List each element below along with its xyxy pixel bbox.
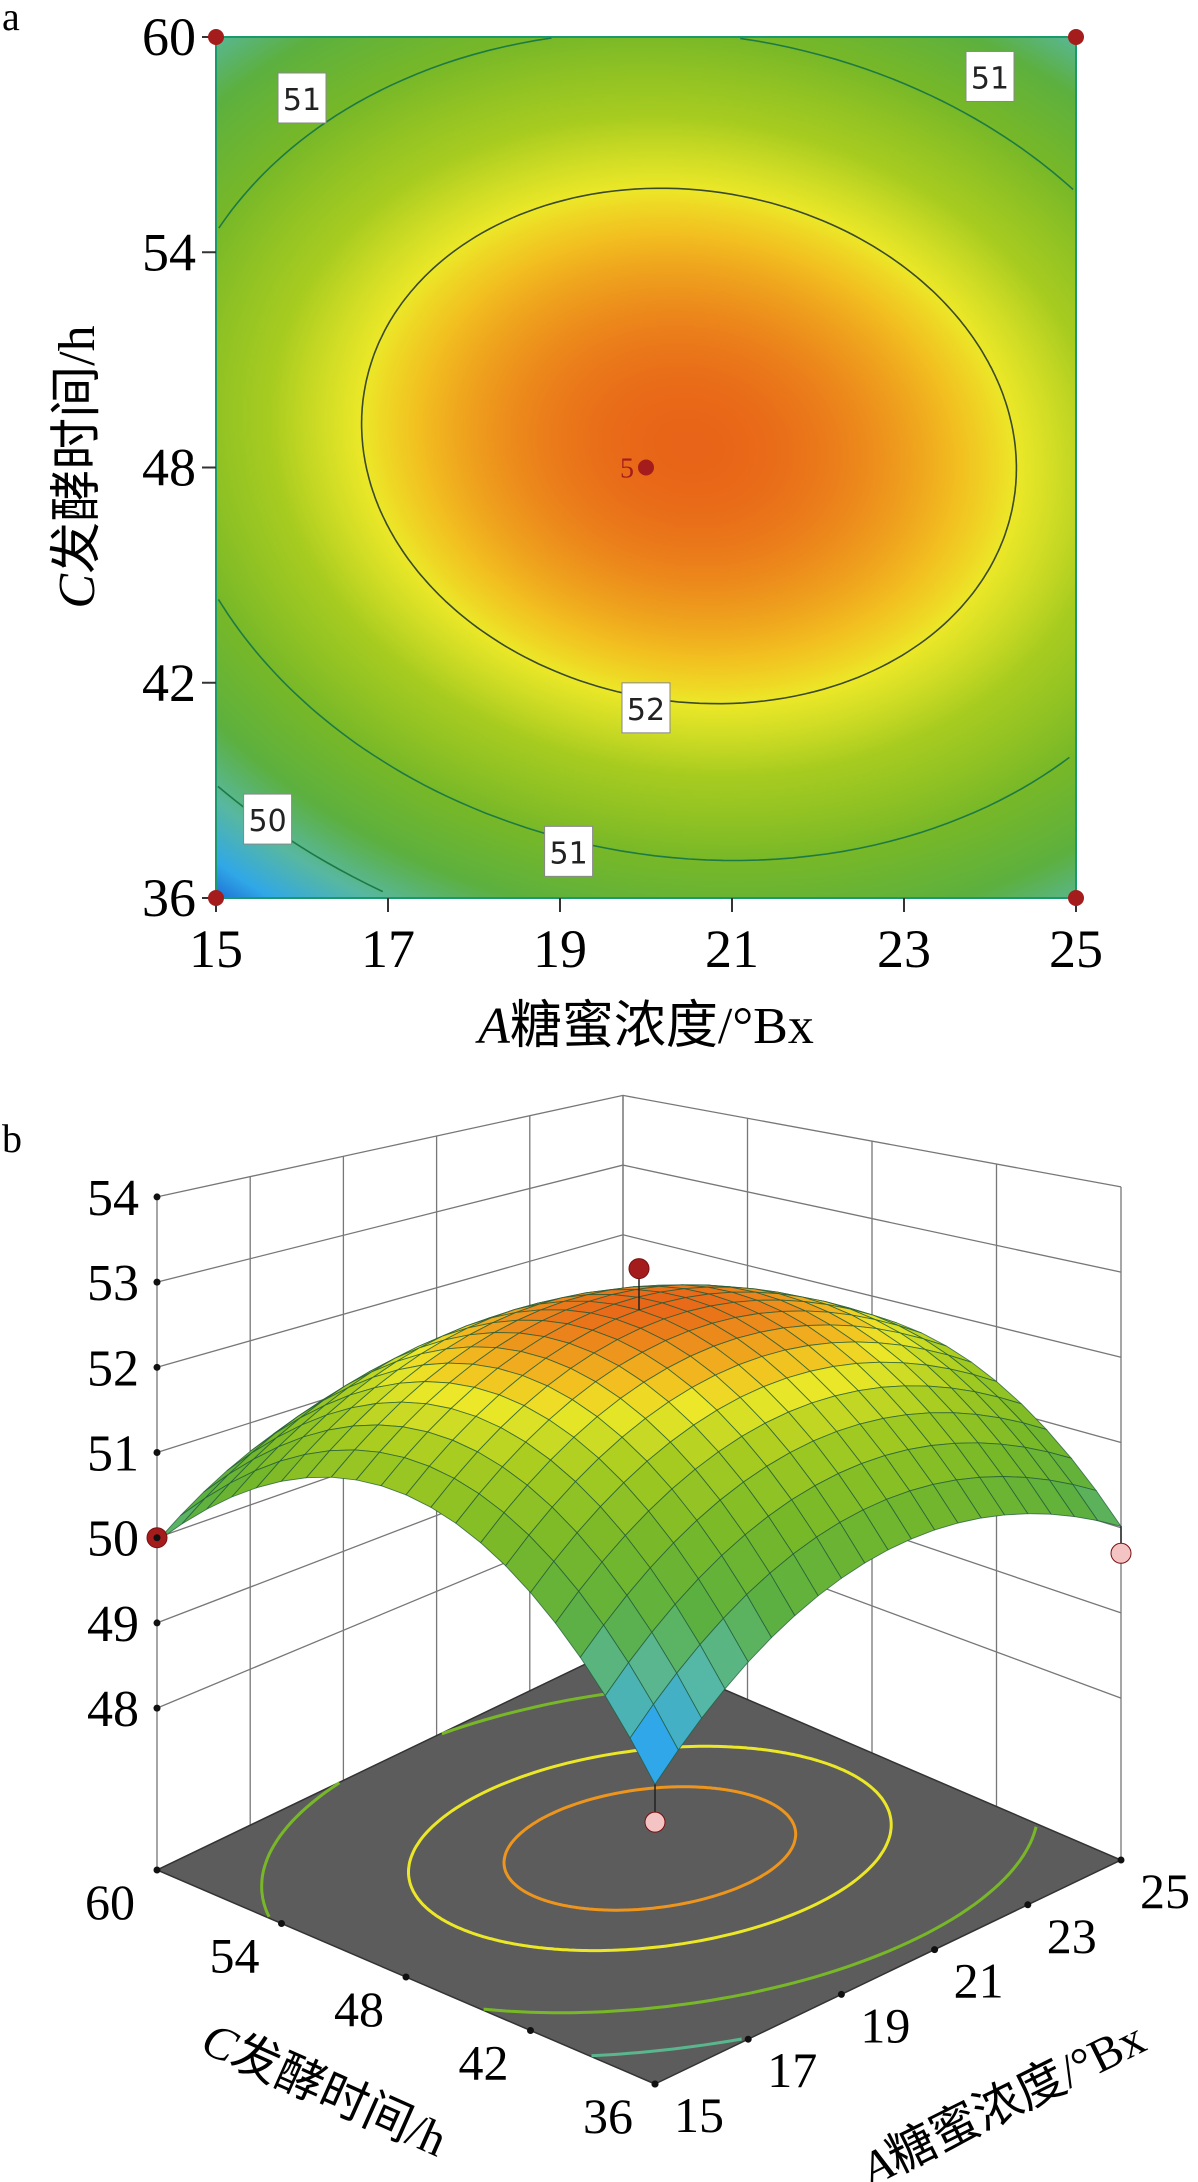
a-tick <box>1117 1856 1125 1864</box>
a-tick <box>931 1946 939 1954</box>
z-tick-label: 49 <box>87 1596 139 1653</box>
x-axis-title: A糖蜜浓度/°Bx <box>475 998 814 1055</box>
a-tick <box>651 2080 659 2088</box>
y-tick-label: 42 <box>142 653 196 713</box>
panel-b-surface-plot: b 48 49 50 51 52 53 54 36 42 48 54 60 15 17 19 21 23 25 C… <box>2 1094 1190 2182</box>
y-axis-title: C发酵时间/h <box>49 325 106 608</box>
contour-label: 50 <box>249 804 287 839</box>
wall-grid-line <box>156 1094 1122 1198</box>
panel-a-contour-plot: a 15 17 19 21 23 25 36 42 48 54 60 51 51 52 51 50 5 A糖… <box>2 0 1103 1055</box>
z-tick-label: 51 <box>87 1426 139 1483</box>
y-tick-label: 48 <box>142 438 196 498</box>
design-point <box>1068 890 1084 906</box>
panel-label-b: b <box>2 1116 22 1161</box>
c-axis-title-text: 发酵时间/h <box>223 2026 454 2168</box>
contour-label-box <box>621 682 671 734</box>
design-point-label: 5 <box>620 454 634 485</box>
x-tick-label: 15 <box>189 919 243 979</box>
c-tick-label: 36 <box>583 2088 633 2144</box>
contour-label-box <box>243 793 293 845</box>
contour-label-box <box>277 72 327 124</box>
design-point-3d <box>1110 1542 1132 1564</box>
a-tick-label: 15 <box>674 2087 724 2143</box>
c-axis-title: C发酵时间/h <box>194 2012 454 2167</box>
c-tick-label: 42 <box>459 2035 509 2091</box>
a-tick <box>744 2035 752 2043</box>
design-point-3d <box>644 1811 666 1833</box>
z-tick-label: 54 <box>87 1170 139 1227</box>
a-tick <box>1024 1901 1032 1909</box>
response-surface <box>156 1284 1123 1786</box>
floor-contour-52.4 <box>502 1785 798 1912</box>
c-tick <box>527 2027 534 2034</box>
contour-label: 52 <box>627 693 665 728</box>
contour-line-50 <box>217 785 384 893</box>
design-points-3d <box>146 1258 1132 1833</box>
z-tick <box>153 1534 161 1542</box>
contour-line-51 <box>217 37 1074 862</box>
wall-grid-line <box>156 1234 1122 1368</box>
x-tick-label: 21 <box>705 919 759 979</box>
c-tick <box>153 1866 161 1874</box>
design-points: 5 <box>208 29 1084 906</box>
contour-label-box <box>965 50 1015 102</box>
a-axis-title-text: 糖蜜浓度/°Bx <box>879 2011 1154 2182</box>
y-axis-title-text: 发酵时间/h <box>49 325 106 573</box>
y-tick-label: 36 <box>142 868 196 928</box>
a-tick-label: 21 <box>954 1953 1004 2009</box>
contour-line-52 <box>360 187 1018 705</box>
surface-patch <box>181 1482 231 1525</box>
floor-contour-50 <box>591 2037 742 2058</box>
c-tick-label: 60 <box>85 1874 135 1930</box>
z-tick <box>153 1449 161 1457</box>
design-point <box>638 459 654 476</box>
wall-grid-line <box>156 1164 1122 1283</box>
x-axis-title-text: 糖蜜浓度/°Bx <box>510 998 814 1055</box>
z-tick <box>153 1193 161 1201</box>
y-axis-title-variable: C <box>49 573 106 609</box>
axis-ticks: 15 17 19 21 23 25 36 42 48 54 60 <box>142 7 1103 979</box>
axis-ticks-3d: 48 49 50 51 52 53 54 36 42 48 54 60 15 17 19 21 23 25 <box>85 1170 1190 2144</box>
design-point <box>208 29 224 45</box>
y-tick-label: 54 <box>142 222 196 282</box>
c-tick-label: 48 <box>334 1981 384 2037</box>
a-tick-label: 23 <box>1047 1908 1097 1964</box>
a-tick-label: 25 <box>1140 1863 1190 1919</box>
a-tick-label: 19 <box>860 1997 910 2053</box>
contour-label-box <box>544 825 594 877</box>
x-tick-label: 17 <box>361 919 415 979</box>
contour-label: 51 <box>283 83 321 118</box>
z-tick-label: 50 <box>87 1511 139 1568</box>
z-tick-label: 48 <box>87 1681 139 1738</box>
design-point <box>1068 29 1084 45</box>
x-tick-label: 19 <box>533 919 587 979</box>
x-tick-label: 25 <box>1049 919 1103 979</box>
contour-labels: 51 51 52 51 50 <box>243 50 1015 877</box>
z-tick-label: 53 <box>87 1255 139 1312</box>
c-tick-label: 54 <box>210 1928 260 1984</box>
surface-patch <box>629 1703 679 1786</box>
a-tick <box>837 1990 845 1998</box>
z-tick <box>153 1278 161 1286</box>
z-tick-label: 52 <box>87 1340 139 1397</box>
contour-lines <box>217 37 1074 893</box>
y-tick-label: 60 <box>142 7 196 67</box>
z-tick <box>153 1704 161 1712</box>
x-axis-title-variable: A <box>475 998 510 1055</box>
a-tick-label: 17 <box>767 2042 817 2098</box>
z-tick <box>153 1619 161 1627</box>
c-tick <box>278 1920 285 1927</box>
contour-label: 51 <box>550 836 588 871</box>
z-tick <box>153 1363 161 1371</box>
design-point-3d <box>628 1258 650 1280</box>
design-point <box>208 890 224 906</box>
contour-label: 51 <box>971 61 1009 96</box>
panel-label-a: a <box>2 0 20 39</box>
x-tick-label: 23 <box>877 919 931 979</box>
c-tick <box>402 1973 410 1981</box>
